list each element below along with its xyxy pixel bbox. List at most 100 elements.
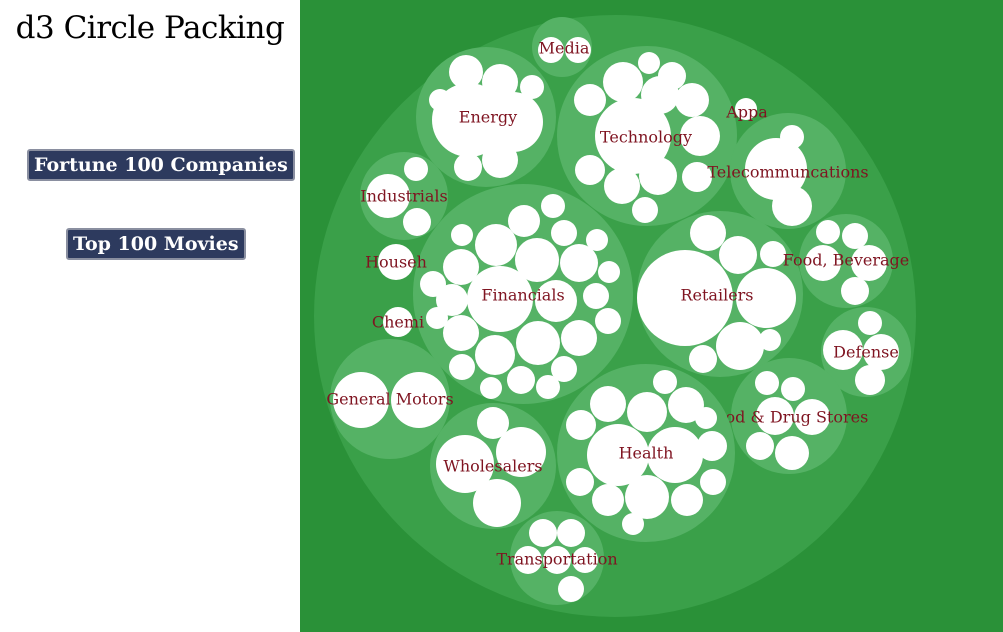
leaf-circle[interactable] [436,435,494,493]
leaf-circle[interactable] [574,84,606,116]
leaf-circle[interactable] [695,407,717,429]
leaf-circle[interactable] [383,307,413,337]
leaf-circle[interactable] [690,215,726,251]
group-transportation[interactable]: Transportation [496,511,618,605]
group-food-drug-stores[interactable]: Food & Drug Stores [706,358,869,474]
leaf-circle[interactable] [851,245,887,281]
leaf-circle[interactable] [622,513,644,535]
leaf-circle[interactable] [700,469,726,495]
leaf-circle[interactable] [551,220,577,246]
leaf-circle[interactable] [855,365,885,395]
leaf-circle[interactable] [477,407,509,439]
leaf-circle[interactable] [508,205,540,237]
leaf-circle[interactable] [551,356,577,382]
leaf-circle[interactable] [671,484,703,516]
leaf-circle[interactable] [639,157,677,195]
leaf-circle[interactable] [647,427,703,483]
leaf-circle[interactable] [587,424,649,486]
leaf-circle[interactable] [403,208,431,236]
group-energy[interactable]: Energy [416,47,556,187]
leaf-circle[interactable] [775,436,809,470]
leaf-circle[interactable] [780,125,804,149]
group-circle-general-motors[interactable] [330,339,450,459]
leaf-circle[interactable] [689,345,717,373]
leaf-circle[interactable] [451,224,473,246]
leaf-circle[interactable] [794,399,830,435]
group-general-motors[interactable]: General Motors [326,339,454,459]
leaf-circle[interactable] [735,98,757,120]
group-househ[interactable]: Househ [365,244,427,280]
leaf-circle[interactable] [653,370,677,394]
leaf-circle[interactable] [590,386,626,422]
leaf-circle[interactable] [668,387,704,423]
leaf-circle[interactable] [745,138,807,200]
leaf-circle[interactable] [755,371,779,395]
leaf-circle[interactable] [515,238,559,282]
leaf-circle[interactable] [436,284,468,316]
group-appa[interactable]: Appa [725,98,768,122]
leaf-circle[interactable] [682,162,712,192]
leaf-circle[interactable] [627,392,667,432]
leaf-circle[interactable] [480,377,502,399]
leaf-circle[interactable] [772,186,812,226]
leaf-circle[interactable] [561,320,597,356]
leaf-circle[interactable] [583,283,609,309]
group-defense[interactable]: Defense [821,307,911,397]
leaf-circle[interactable] [514,546,542,574]
leaf-circle[interactable] [454,153,482,181]
leaf-circle[interactable] [473,479,521,527]
leaf-circle[interactable] [603,62,643,102]
leaf-circle[interactable] [781,377,805,401]
leaf-circle[interactable] [333,372,389,428]
leaf-circle[interactable] [756,397,794,435]
leaf-circle[interactable] [366,174,410,218]
leaf-circle[interactable] [378,244,414,280]
group-industrials[interactable]: Industrials [360,152,448,240]
leaf-circle[interactable] [592,484,624,516]
leaf-circle[interactable] [675,83,709,117]
leaf-circle[interactable] [538,37,564,63]
leaf-circle[interactable] [535,280,577,322]
leaf-circle[interactable] [841,277,869,305]
leaf-circle[interactable] [637,250,733,346]
leaf-circle[interactable] [543,546,571,574]
leaf-circle[interactable] [449,55,483,89]
leaf-circle[interactable] [443,315,479,351]
leaf-circle[interactable] [404,157,428,181]
group-retailers[interactable]: Retailers [637,211,803,377]
leaf-circle[interactable] [520,75,544,99]
leaf-circle[interactable] [516,321,560,365]
group-financials[interactable]: Financials [413,184,633,404]
leaf-circle[interactable] [858,311,882,335]
leaf-circle[interactable] [638,52,660,74]
group-wholesalers[interactable]: Wholesalers [430,403,556,529]
leaf-circle[interactable] [658,62,686,90]
leaf-circle[interactable] [557,519,585,547]
leaf-circle[interactable] [443,249,479,285]
leaf-circle[interactable] [746,432,774,460]
leaf-circle[interactable] [719,236,757,274]
leaf-circle[interactable] [736,268,796,328]
leaf-circle[interactable] [586,229,608,251]
group-telecommuncations[interactable]: Telecommuncations [707,113,869,229]
leaf-circle[interactable] [805,245,841,281]
leaf-circle[interactable] [565,37,591,63]
leaf-circle[interactable] [842,223,868,249]
group-chemi[interactable]: Chemi [372,307,424,337]
leaf-circle[interactable] [598,261,620,283]
leaf-circle[interactable] [558,576,584,602]
leaf-circle[interactable] [697,431,727,461]
leaf-circle[interactable] [575,155,605,185]
leaf-circle[interactable] [482,142,518,178]
leaf-circle[interactable] [566,468,594,496]
leaf-circle[interactable] [566,410,596,440]
leaf-circle[interactable] [475,224,517,266]
leaf-circle[interactable] [595,308,621,334]
leaf-circle[interactable] [482,64,518,100]
leaf-circle[interactable] [483,92,543,152]
leaf-circle[interactable] [716,322,764,370]
group-media[interactable]: Media [532,17,592,77]
leaf-circle[interactable] [823,330,863,370]
leaf-circle[interactable] [680,116,720,156]
leaf-circle[interactable] [541,194,565,218]
